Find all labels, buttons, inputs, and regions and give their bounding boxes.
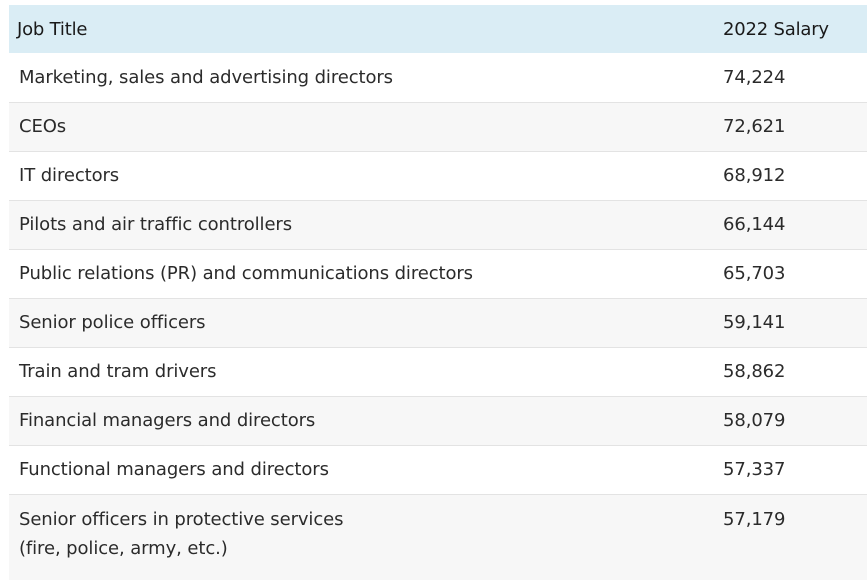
job-title-cell: Financial managers and directors (19, 410, 316, 431)
salary-table-container: Job Title 2022 Salary Marketing, sales a… (9, 5, 867, 580)
table-row: Public relations (PR) and communications… (9, 249, 867, 298)
table-row: Pilots and air traffic controllers 66,14… (9, 200, 867, 249)
table-row: Senior police officers 59,141 (9, 298, 867, 347)
salary-cell: 57,179 (723, 508, 786, 530)
table-header-row: Job Title 2022 Salary (9, 5, 867, 53)
salary-cell: 74,224 (723, 66, 786, 88)
salary-cell: 58,862 (723, 361, 786, 382)
salary-cell: 57,337 (723, 459, 786, 480)
salary-cell: 72,621 (723, 116, 786, 137)
job-title-cell: Train and tram drivers (19, 361, 217, 382)
table-body: Marketing, sales and advertising directo… (9, 53, 867, 580)
job-title-line-1: Senior officers in protective services (19, 508, 344, 530)
salary-cell: 58,079 (723, 410, 786, 431)
column-header-job-title: Job Title (17, 18, 88, 40)
table-row: CEOs 72,621 (9, 102, 867, 151)
job-title-cell: Marketing, sales and advertising directo… (19, 66, 393, 88)
salary-table: Job Title 2022 Salary Marketing, sales a… (9, 5, 867, 580)
table-row: Functional managers and directors 57,337 (9, 445, 867, 494)
job-title-cell: IT directors (19, 165, 120, 186)
table-row: Financial managers and directors 58,079 (9, 396, 867, 445)
salary-cell: 66,144 (723, 214, 786, 235)
salary-cell: 68,912 (723, 165, 786, 186)
table-row: Senior officers in protective services (… (9, 494, 867, 580)
salary-cell: 65,703 (723, 263, 786, 284)
job-title-line-2: (fire, police, army, etc.) (19, 537, 228, 559)
job-title-cell: CEOs (19, 116, 67, 137)
job-title-cell: Public relations (PR) and communications… (19, 263, 473, 284)
job-title-cell: Senior officers in protective services (… (9, 494, 713, 580)
table-row: IT directors 68,912 (9, 151, 867, 200)
column-header-salary: 2022 Salary (723, 18, 829, 40)
table-header: Job Title 2022 Salary (9, 5, 867, 53)
job-title-cell: Functional managers and directors (19, 459, 329, 480)
table-row: Marketing, sales and advertising directo… (9, 53, 867, 102)
job-title-cell: Pilots and air traffic controllers (19, 214, 292, 235)
salary-cell: 59,141 (723, 312, 786, 333)
job-title-cell: Senior police officers (19, 312, 206, 333)
table-row: Train and tram drivers 58,862 (9, 347, 867, 396)
